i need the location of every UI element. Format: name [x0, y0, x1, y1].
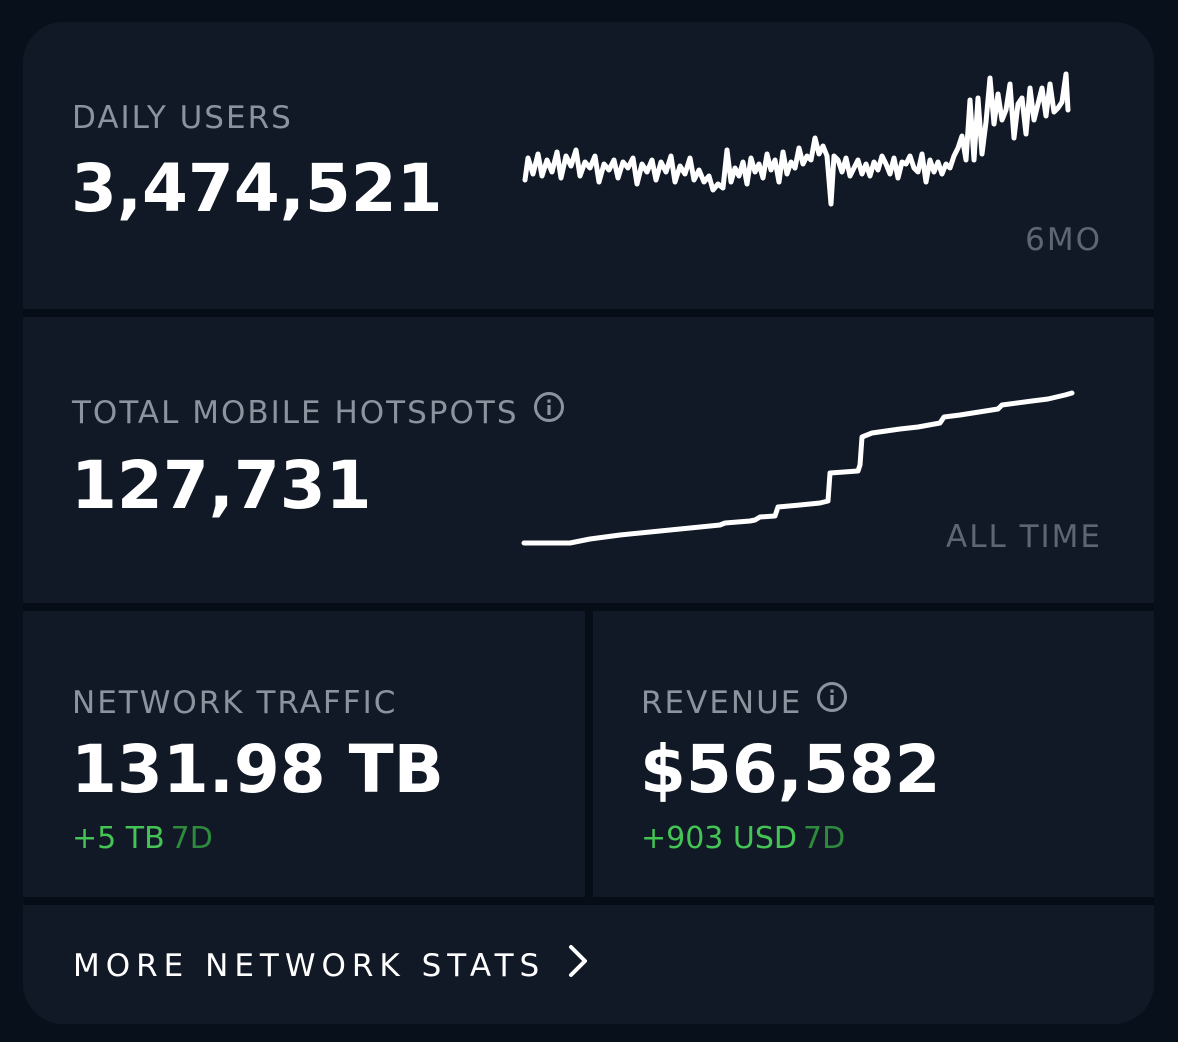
network-stats-card: DAILY USERS 3,474,521 6MO TOTAL MOBILE H… — [23, 22, 1154, 1024]
hotspots-value: 127,731 — [71, 447, 372, 524]
more-network-stats-label: MORE NETWORK STATS — [73, 948, 546, 984]
daily-users-panel[interactable]: DAILY USERS 3,474,521 6MO — [23, 22, 1154, 309]
network-traffic-panel[interactable]: NETWORK TRAFFIC 131.98 TB +5 TB 7D — [23, 611, 585, 897]
info-icon[interactable] — [816, 681, 848, 721]
traffic-value: 131.98 TB — [71, 731, 444, 808]
daily-users-sparkline — [522, 71, 1071, 207]
traffic-delta-period: 7D — [170, 821, 213, 856]
revenue-panel[interactable]: REVENUE $56,582 +903 USD 7D — [593, 611, 1154, 897]
traffic-delta-value: +5 TB — [72, 821, 165, 856]
hotspots-period: ALL TIME — [945, 519, 1102, 555]
revenue-value: $56,582 — [640, 731, 941, 808]
revenue-delta-period: 7D — [803, 821, 846, 856]
hotspots-label-text: TOTAL MOBILE HOTSPOTS — [72, 395, 519, 431]
hotspots-label: TOTAL MOBILE HOTSPOTS — [72, 391, 565, 431]
info-icon[interactable] — [533, 391, 565, 431]
hotspots-sparkline — [521, 390, 1075, 546]
hotspots-panel[interactable]: TOTAL MOBILE HOTSPOTS 127,731 ALL TIME — [23, 317, 1154, 603]
traffic-delta: +5 TB 7D — [72, 821, 213, 856]
daily-users-period: 6MO — [1025, 222, 1102, 258]
daily-users-label: DAILY USERS — [72, 100, 293, 136]
daily-users-value: 3,474,521 — [71, 150, 443, 227]
revenue-delta-value: +903 USD — [641, 821, 798, 856]
revenue-label: REVENUE — [641, 681, 848, 721]
more-network-stats-row: MORE NETWORK STATS — [73, 944, 589, 986]
more-network-stats-link[interactable]: MORE NETWORK STATS — [23, 905, 1154, 1024]
revenue-delta: +903 USD 7D — [641, 821, 845, 856]
revenue-label-text: REVENUE — [641, 685, 803, 721]
traffic-label: NETWORK TRAFFIC — [72, 685, 398, 721]
chevron-right-icon — [567, 944, 589, 986]
